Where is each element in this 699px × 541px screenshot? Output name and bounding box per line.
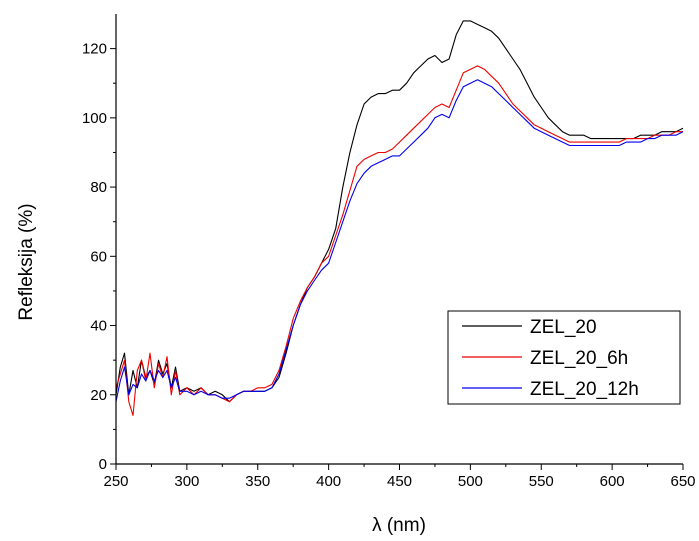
x-ticks: 250 300 350 400 450 500 550 600 650: [103, 464, 696, 490]
legend-label-0: ZEL_20: [530, 317, 597, 338]
x-tick-label: 400: [316, 473, 341, 490]
plot-lines: [115, 20, 684, 417]
x-tick-label: 250: [103, 473, 128, 490]
x-tick-label: 550: [529, 473, 554, 490]
y-tick-label: 40: [90, 318, 107, 335]
legend-label-1: ZEL_20_6h: [530, 348, 628, 369]
y-tick-label: 0: [99, 456, 107, 473]
y-tick-label: 120: [82, 41, 107, 58]
x-tick-label: 500: [458, 473, 483, 490]
legend-label-2: ZEL_20_12h: [530, 379, 639, 400]
x-tick-label: 600: [600, 473, 625, 490]
y-tick-label: 60: [90, 248, 107, 265]
y-tick-label: 80: [90, 179, 107, 196]
x-tick-label: 450: [387, 473, 412, 490]
series-line-0: [115, 20, 684, 403]
x-tick-label: 300: [174, 473, 199, 490]
series-line-2: [115, 79, 684, 402]
x-tick-label: 650: [670, 473, 695, 490]
y-ticks: 0 20 40 60 80 100 120: [82, 41, 116, 473]
y-tick-label: 100: [82, 110, 107, 127]
legend: ZEL_20 ZEL_20_6h ZEL_20_12h: [447, 310, 681, 405]
y-tick-label: 20: [90, 387, 107, 404]
x-axis-title: λ (nm): [372, 515, 426, 536]
x-tick-label: 350: [245, 473, 270, 490]
y-axis-title: Refleksija (%): [16, 203, 37, 320]
series-line-1: [115, 65, 683, 417]
